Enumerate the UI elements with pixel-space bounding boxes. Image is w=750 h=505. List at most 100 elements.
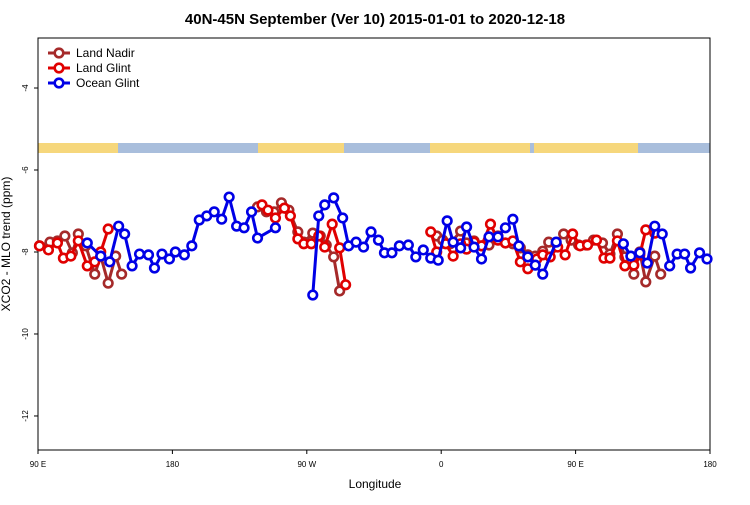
data-point [468,241,480,253]
data-point [350,236,362,248]
chart-title: 40N-45N September (Ver 10) 2015-01-01 to… [185,11,565,28]
data-point [328,192,340,204]
data-point [116,268,128,280]
data-point [33,240,46,252]
data-point [475,253,488,265]
x-axis-label: Longitude [349,477,402,491]
x-tick-label: 180 [703,460,717,469]
data-point [119,228,131,240]
data-point [251,232,264,244]
data-point [337,212,349,224]
data-point [460,221,473,233]
data-point [432,254,444,266]
data-point [148,262,161,274]
data-point [42,244,55,256]
data-point [208,206,220,218]
legend-label: Land Glint [76,61,131,75]
data-point [634,247,646,259]
y-axis-label: XCO2 - MLO trend (ppm) [0,177,13,312]
data-point [269,212,282,224]
data-point [328,251,340,263]
x-tick-label: 90 E [30,460,46,469]
data-point [604,252,616,264]
data-point [628,268,640,280]
y-tick-label: -8 [21,248,30,256]
data-point [499,222,512,234]
y-tick-label: -12 [21,410,30,422]
data-point [269,222,282,234]
data-point [178,249,190,261]
data-point [628,259,640,271]
data-point [238,222,250,234]
data-point [334,242,346,254]
data-point [649,220,661,232]
data-point [156,248,168,260]
data-point [617,238,629,250]
data-point [59,230,71,242]
data-point [522,251,534,263]
data-point [559,249,571,261]
legend-marker [53,77,65,89]
data-point [216,213,228,225]
data-point [372,234,385,246]
data-point [313,210,325,222]
data-point [656,228,668,240]
data-point [483,231,495,243]
data-point [326,218,338,230]
data-point [163,253,176,265]
x-tick-label: 90 W [297,460,316,469]
data-point [455,242,467,254]
data-point [305,238,317,250]
y-tick-label: -4 [21,84,30,92]
data-point [447,236,459,248]
data-point [590,234,603,246]
data-point [550,236,562,248]
data-point [529,259,541,271]
data-point [640,276,652,288]
data-point [113,220,125,232]
data-point [102,277,114,289]
x-tick-label: 0 [439,460,444,469]
data-point [95,250,107,262]
data-point [126,260,138,272]
data-point [514,256,526,268]
data-point [417,244,429,256]
data-point [245,206,258,218]
data-point [567,228,579,240]
data-point [410,251,422,263]
data-point [51,237,64,249]
data-point [278,202,291,214]
data-point [142,249,155,261]
data-point [319,241,331,253]
data-point [89,268,101,280]
data-point [492,231,504,243]
data-point [319,199,331,211]
y-tick-label: -6 [21,166,30,174]
land-ocean-strip [38,143,710,153]
x-tick-label: 90 E [567,460,583,469]
data-point [693,247,706,259]
data-point [262,204,274,216]
data-point [684,262,697,274]
data-point [507,213,519,225]
data-point [104,256,116,268]
y-tick-label: -10 [21,328,30,340]
legend-marker [53,47,65,59]
data-point [619,260,631,272]
data-point [581,239,594,251]
data-point [65,250,77,262]
data-point [425,226,437,238]
plot-frame [37,37,711,451]
data-point [169,246,181,258]
data-point [655,268,667,280]
data-point [307,289,319,301]
data-point [664,260,676,272]
data-point [447,250,459,262]
legend-label: Land Nadir [76,46,135,60]
data-point [402,239,414,251]
data-point [102,223,114,235]
data-point [640,224,652,236]
data-point [186,240,198,252]
